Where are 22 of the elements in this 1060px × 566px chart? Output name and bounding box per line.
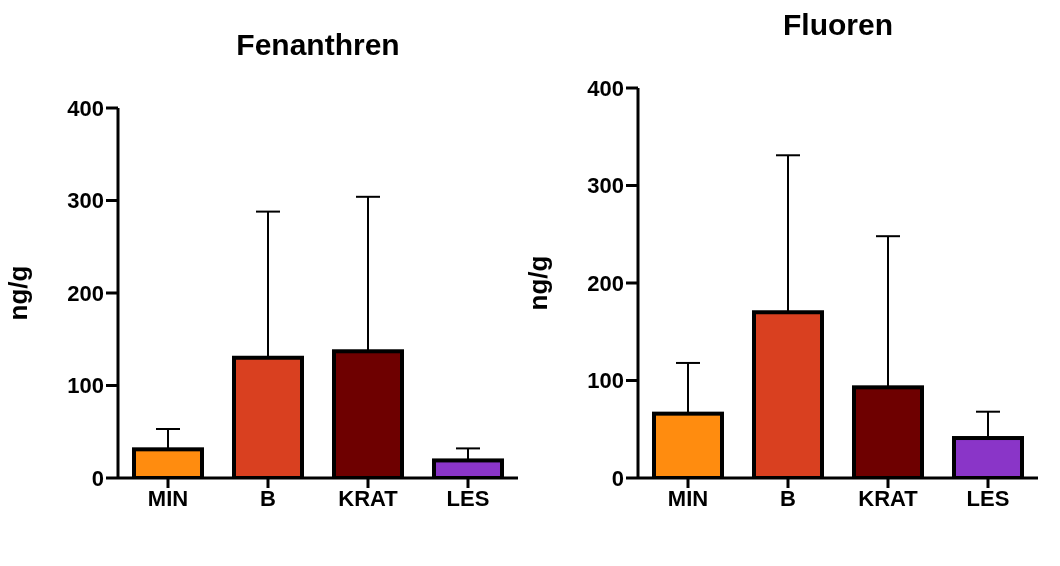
y-tick-label: 0 — [91, 465, 104, 491]
y-tick-label: 100 — [587, 368, 624, 394]
x-tick-label: B — [780, 485, 796, 511]
x-tick-label: B — [260, 485, 276, 511]
y-tick-label: 400 — [587, 75, 624, 101]
y-tick-label: 300 — [587, 173, 624, 199]
chart-title: Fluoren — [782, 8, 894, 42]
y-tick-label: 200 — [587, 270, 624, 296]
y-axis-title: ng/g — [3, 265, 34, 321]
x-tick-label: MIN — [667, 485, 709, 511]
chart-title: Fenanthren — [235, 28, 401, 62]
y-tick-label: 400 — [67, 95, 104, 121]
y-tick-label: 200 — [67, 280, 104, 306]
x-tick-label: LES — [966, 485, 1010, 511]
y-tick-label: 0 — [611, 465, 624, 491]
x-tick-label: LES — [446, 485, 490, 511]
x-tick-label: MIN — [147, 485, 189, 511]
y-tick-label: 100 — [67, 373, 104, 399]
y-axis-title: ng/g — [523, 255, 554, 311]
y-tick-label: 300 — [67, 188, 104, 214]
x-tick-label: KRAT — [858, 485, 919, 511]
x-tick-label: KRAT — [338, 485, 399, 511]
